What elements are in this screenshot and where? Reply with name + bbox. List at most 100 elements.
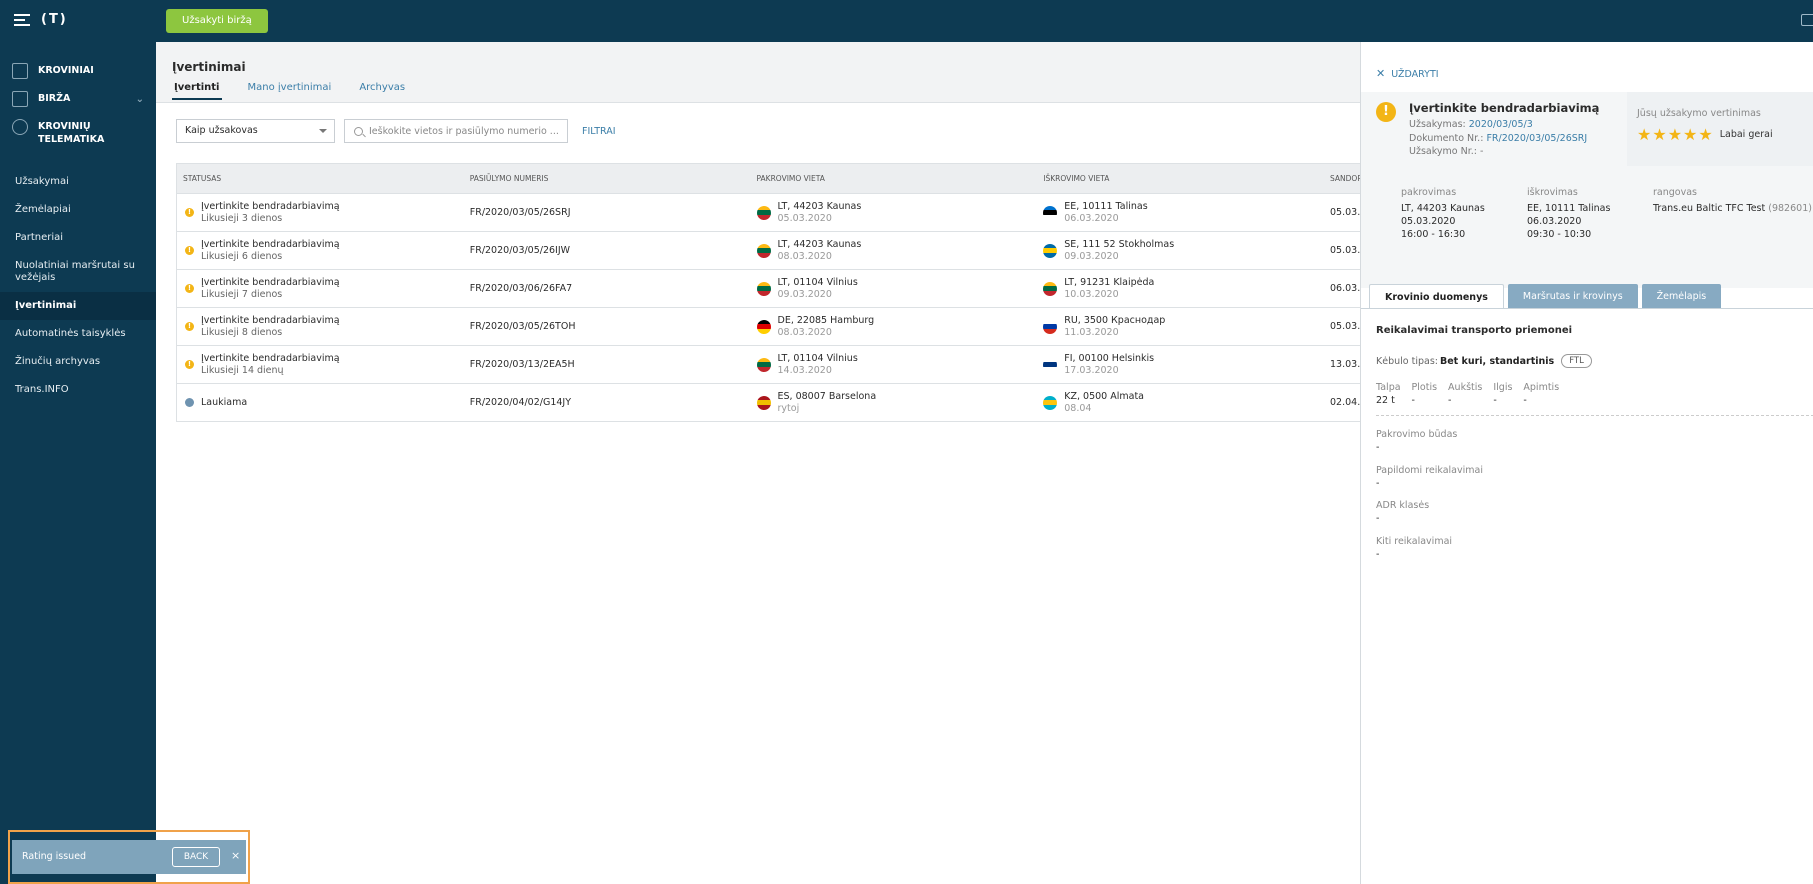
order-label: Užsakymas: — [1409, 119, 1466, 130]
unloading-date: 11.03.2020 — [1064, 326, 1119, 338]
chevron-down-icon[interactable]: ⌄ — [135, 94, 144, 105]
close-panel-button[interactable]: ✕ UŽDARYTI — [1376, 67, 1439, 80]
table-row[interactable]: ! Įvertinkite bendradarbiavimą Likusieji 8… — [177, 308, 1360, 346]
unloading-cell: FI, 00100 Helsinkis 17.03.2020 — [1037, 346, 1324, 383]
role-select[interactable]: Kaip užsakovas — [176, 119, 335, 143]
flag-icon — [1043, 281, 1058, 296]
requirement-item: ADR klasės - — [1376, 499, 1429, 525]
search-box[interactable] — [344, 119, 568, 143]
status-cell: ! Įvertinkite bendradarbiavimą Likusieji 1… — [177, 346, 464, 383]
dimension-value: - — [1411, 395, 1415, 406]
tab-divider — [1361, 308, 1813, 309]
tab-mano-ivertinimai[interactable]: Mano įvertinimai — [247, 82, 332, 93]
loading-date: 08.03.2020 — [777, 326, 832, 338]
sidebar-item-archyvas[interactable]: Žinučių archyvas — [15, 356, 101, 367]
sidebar-item-transinfo[interactable]: Trans.INFO — [15, 384, 69, 395]
offer-number: FR/2020/04/02/G14JY — [469, 397, 572, 408]
star-icon[interactable]: ★ — [1698, 125, 1713, 144]
loading-date: 05.03.2020 — [777, 212, 832, 224]
sidebar-item-kroviniai[interactable]: KROVINIAI — [0, 60, 156, 88]
panel-title: Įvertinkite bendradarbiavimą — [1409, 101, 1600, 115]
sidebar-item-ivertinimai[interactable]: Įvertinimai — [0, 292, 156, 320]
deal-date: 05.03. — [1330, 207, 1360, 218]
unloading-place: RU, 3500 Краснодар 11.03.2020 — [1064, 315, 1165, 339]
loading-date: rytoj — [777, 402, 800, 414]
tab-cargo-data[interactable]: Krovinio duomenys — [1369, 284, 1504, 309]
sidebar-sub-nav: Užsakymai Žemėlapiai Partneriai Nuolatin… — [0, 168, 156, 404]
status-cell: ! Įvertinkite bendradarbiavimą Likusieji 7… — [177, 270, 464, 307]
sidebar-item-taisykles[interactable]: Automatinės taisyklės — [15, 328, 126, 339]
back-button[interactable]: BACK — [172, 847, 220, 867]
column-header[interactable]: STATUSAS — [183, 174, 222, 183]
table-row[interactable]: ! Įvertinkite bendradarbiavimą Likusieji 1… — [177, 346, 1360, 384]
dimension-label: Talpa — [1376, 382, 1401, 393]
sidebar-item-partneriai[interactable]: Partneriai — [15, 232, 64, 243]
order-link[interactable]: 2020/03/05/3 — [1468, 119, 1533, 130]
tab-route-cargo[interactable]: Maršrutas ir krovinys — [1507, 284, 1638, 309]
menu-icon[interactable] — [14, 14, 30, 26]
role-select-value: Kaip užsakovas — [185, 125, 258, 136]
unloading-place: EE, 10111 Talinas — [1527, 203, 1611, 214]
contractor-info: rangovas Trans.eu Baltic TFC Test (98260… — [1653, 186, 1812, 215]
rating-label: Jūsų užsakymo vertinimas — [1637, 108, 1761, 119]
column-header[interactable]: PASIŪLYMO NUMERIS — [469, 174, 549, 183]
table-row[interactable]: ! Įvertinkite bendradarbiavimą Likusieji 6… — [177, 232, 1360, 270]
filters-link[interactable]: FILTRAI — [582, 125, 616, 137]
sidebar-item-uzsakymai[interactable]: Užsakymai — [15, 176, 69, 187]
unloading-place: SE, 111 52 Stokholmas 09.03.2020 — [1064, 239, 1174, 263]
loading-cell: LT, 44203 Kaunas 08.03.2020 — [751, 232, 1038, 269]
table-row[interactable]: ! Įvertinkite bendradarbiavimą Likusieji 7… — [177, 270, 1360, 308]
loading-place: LT, 01104 Vilnius 14.03.2020 — [778, 353, 858, 377]
star-icon[interactable]: ★ — [1683, 125, 1698, 144]
unloading-cell: EE, 10111 Talinas 06.03.2020 — [1037, 194, 1324, 231]
remaining-days: Likusieji 7 dienos — [201, 288, 283, 300]
search-input[interactable] — [369, 123, 559, 139]
clock-icon — [185, 398, 194, 407]
requirement-value: - — [1376, 513, 1380, 524]
loading-place: DE, 22085 Hamburg 08.03.2020 — [778, 315, 875, 339]
star-rating[interactable]: ★ ★ ★ ★ ★ Labai gerai — [1637, 125, 1773, 144]
dimension-label: Ilgis — [1493, 382, 1513, 393]
requirement-label: Pakrovimo būdas — [1376, 429, 1458, 440]
rating-box: Jūsų užsakymo vertinimas ★ ★ ★ ★ ★ Labai… — [1627, 92, 1813, 166]
sidebar-item-telematika[interactable]: KROVINIŲ TELEMATIKA — [0, 116, 156, 150]
status-label: Įvertinkite bendradarbiavimą — [201, 314, 340, 326]
star-icon[interactable]: ★ — [1652, 125, 1667, 144]
unloading-place: FI, 00100 Helsinkis 17.03.2020 — [1064, 353, 1154, 377]
column-header[interactable]: IŠKROVIMO VIETA — [1043, 174, 1110, 183]
order-exchange-button[interactable]: Užsakyti biržą — [166, 9, 268, 33]
status-text: Įvertinkite bendradarbiavimą Likusieji 3 … — [201, 201, 340, 225]
loading-time: 16:00 - 16:30 — [1401, 229, 1466, 240]
warning-icon: ! — [185, 208, 194, 217]
sidebar-item-zemelapiai[interactable]: Žemėlapiai — [15, 204, 71, 215]
table-row[interactable]: Laukiama FR/2020/04/02/G14JY ES, 08007 Bar… — [177, 384, 1360, 422]
table-row[interactable]: ! Įvertinkite bendradarbiavimą Likusieji 3… — [177, 194, 1360, 232]
tab-archyvas[interactable]: Archyvas — [359, 82, 406, 93]
loading-location: LT, 44203 Kaunas — [777, 200, 862, 212]
doc-link[interactable]: FR/2020/03/05/26SRJ — [1486, 132, 1588, 144]
column-header[interactable]: PAKROVIMO VIETA — [756, 174, 825, 183]
chat-icon[interactable] — [1801, 14, 1813, 26]
status-text: Įvertinkite bendradarbiavimą Likusieji 14… — [201, 353, 340, 377]
rating-text: Labai gerai — [1719, 129, 1773, 140]
sidebar-item-marsrutai[interactable]: Nuolatiniai maršrutai su vežėjais — [15, 260, 135, 283]
sidebar-item-label: BIRŽA — [38, 93, 71, 104]
unloading-cell: KZ, 0500 Almata 08.04 — [1037, 384, 1324, 421]
sidebar-item-birza[interactable]: BIRŽA ⌄ — [0, 88, 156, 116]
requirement-label: ADR klasės — [1376, 500, 1430, 511]
star-icon[interactable]: ★ — [1667, 125, 1683, 144]
loading-location: DE, 22085 Hamburg — [777, 314, 875, 326]
column-header[interactable]: SANDOR — [1330, 174, 1360, 183]
tab-map[interactable]: Žemėlapis — [1641, 284, 1722, 309]
star-icon[interactable]: ★ — [1637, 125, 1652, 144]
close-icon[interactable]: × — [231, 849, 241, 862]
order-info: ! Įvertinkite bendradarbiavimą Užsakymas… — [1361, 92, 1813, 288]
logo[interactable]: (T) — [41, 12, 68, 27]
loading-location: LT, 01104 Vilnius — [777, 352, 858, 364]
loading-date: 09.03.2020 — [777, 288, 832, 300]
requirement-value: - — [1376, 442, 1380, 453]
status-cell: Laukiama — [177, 384, 464, 421]
tab-ivertinti[interactable]: Įvertinti — [172, 82, 222, 100]
warning-icon: ! — [185, 246, 194, 255]
contractor-id: (982601) — [1768, 203, 1812, 214]
